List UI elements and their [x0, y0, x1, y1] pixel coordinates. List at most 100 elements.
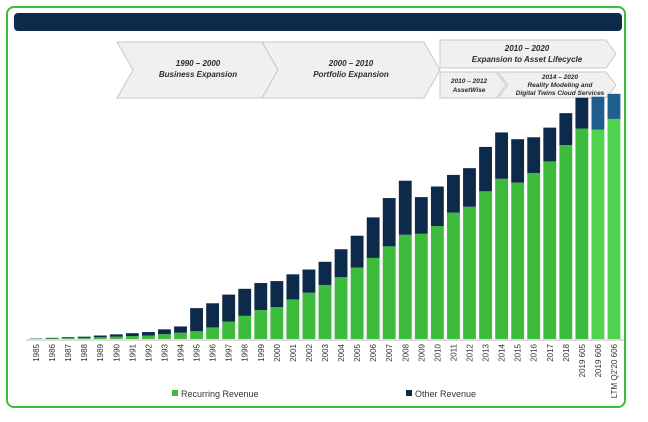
bar-recurring-2006 [366, 257, 380, 339]
bar-other-1992 [141, 332, 155, 336]
x-tick-1997: 1997 [225, 343, 234, 361]
x-tick-1994: 1994 [177, 343, 186, 361]
bar-other-2007 [382, 198, 396, 247]
bar-other-2011 [447, 174, 460, 213]
bar-recurring-2013 [479, 191, 492, 339]
legend-label-recurring: Recurring Revenue [181, 389, 259, 399]
bar-other-2010 [430, 186, 444, 227]
x-tick-2005: 2005 [353, 343, 362, 361]
bar-other-2012 [463, 168, 476, 207]
x-tick-1987: 1987 [64, 343, 73, 361]
bar-other-2019-606 [591, 96, 605, 130]
x-tick-2019-606: 2019 606 [594, 343, 603, 377]
bar-other-2018 [559, 113, 573, 145]
bar-recurring-1989 [93, 337, 107, 339]
legend-swatch-other [406, 390, 412, 396]
bar-other-2005 [350, 235, 364, 268]
x-tick-1996: 1996 [209, 343, 218, 361]
bar-recurring-2018 [559, 144, 573, 339]
x-tick-2000: 2000 [273, 343, 282, 361]
bar-recurring-2008 [398, 234, 412, 339]
phase-4-name: AssetWise [452, 87, 486, 94]
bar-other-2017 [543, 127, 557, 162]
phase-3-period: 2010 – 2020 [504, 44, 550, 53]
phase-arrow-2014-2020 [496, 71, 617, 99]
phase-arrow-2010-2012 [439, 71, 507, 99]
x-tick-1999: 1999 [257, 343, 266, 361]
bar-other-2004 [334, 249, 348, 278]
bar-other-2000 [270, 281, 284, 308]
phase-3-name: Expansion to Asset Lifecycle [472, 55, 583, 64]
bar-recurring-1988 [77, 337, 91, 339]
x-tick-1998: 1998 [241, 343, 250, 361]
bar-recurring-2016 [527, 172, 541, 339]
x-tick-2013: 2013 [482, 343, 491, 361]
legend-label-other: Other Revenue [415, 389, 476, 399]
bar-other-2006 [366, 217, 380, 258]
bar-other-1998 [238, 288, 252, 316]
x-tick-2008: 2008 [401, 343, 410, 361]
phase-2-name: Portfolio Expansion [313, 70, 389, 79]
x-tick-2017: 2017 [546, 343, 555, 361]
x-tick-2009: 2009 [417, 343, 426, 361]
bar-other-2016 [527, 137, 541, 173]
bars-group [29, 93, 621, 340]
bar-recurring-1998 [238, 315, 252, 339]
x-tick-1989: 1989 [96, 343, 105, 361]
phase-arrow-2010-2020 [439, 39, 617, 69]
x-tick-labels: 1985 1986 1987 1988 1989 1990 1991 1992 1993 1994… [32, 343, 619, 398]
bar-other-1987 [61, 337, 75, 339]
x-tick-2018: 2018 [562, 343, 571, 361]
bar-other-1990 [109, 334, 123, 337]
x-tick-2003: 2003 [321, 343, 330, 361]
bar-recurring-1991 [125, 336, 139, 339]
bar-other-2014 [495, 132, 509, 179]
bar-recurring-2019-606 [591, 129, 605, 339]
bar-recurring-1995 [190, 331, 203, 339]
x-tick-LTM-Q2-20-606: LTM Q2'20 606 [610, 343, 619, 398]
x-tick-2015: 2015 [514, 343, 523, 361]
legend: Recurring Revenue Other Revenue [172, 389, 476, 399]
x-tick-2001: 2001 [289, 343, 298, 361]
header-bar [14, 13, 622, 31]
bar-recurring-2017 [543, 161, 557, 339]
bar-recurring-2007 [382, 246, 396, 339]
bar-other-1986 [45, 337, 59, 339]
bar-recurring-1986 [45, 338, 59, 339]
bar-recurring-2009 [414, 233, 428, 339]
phase-1-period: 1990 – 2000 [176, 59, 221, 68]
bar-other-2015 [511, 139, 525, 183]
bar-recurring-2002 [302, 292, 316, 339]
bar-other-1991 [125, 333, 139, 337]
bar-recurring-2014 [495, 178, 509, 339]
phase-5-name-line2: Digital Twins Cloud Services [516, 90, 605, 97]
bar-other-2003 [318, 261, 332, 285]
bar-other-1993 [158, 329, 171, 335]
phase-arrows: 1990 – 2000 Business Expansion 2000 – 20… [116, 39, 617, 99]
x-tick-2016: 2016 [530, 343, 539, 361]
bar-other-2001 [286, 274, 300, 300]
bar-recurring-1997 [222, 321, 236, 339]
x-tick-1985: 1985 [32, 343, 41, 361]
bar-other-1996 [206, 303, 220, 328]
bar-other-1988 [77, 336, 91, 338]
bar-recurring-2015 [511, 182, 525, 339]
phase-2-period: 2000 – 2010 [328, 59, 374, 68]
bar-other-1994 [174, 326, 187, 333]
bar-recurring-1987 [61, 338, 75, 339]
x-tick-1990: 1990 [112, 343, 121, 361]
bar-recurring-1999 [254, 310, 268, 339]
x-tick-1993: 1993 [160, 343, 169, 361]
bar-other-2008 [398, 180, 412, 235]
bar-recurring-1994 [174, 332, 187, 339]
phase-4-period: 2010 – 2012 [450, 78, 488, 85]
bar-other-2013 [479, 146, 492, 192]
bar-recurring-2004 [334, 277, 348, 339]
bar-other-1999 [254, 283, 268, 311]
bar-recurring-2003 [318, 284, 332, 339]
x-tick-1986: 1986 [48, 343, 57, 361]
bar-other-1997 [222, 294, 236, 322]
bar-other-2009 [414, 197, 428, 234]
x-tick-2014: 2014 [498, 343, 507, 361]
